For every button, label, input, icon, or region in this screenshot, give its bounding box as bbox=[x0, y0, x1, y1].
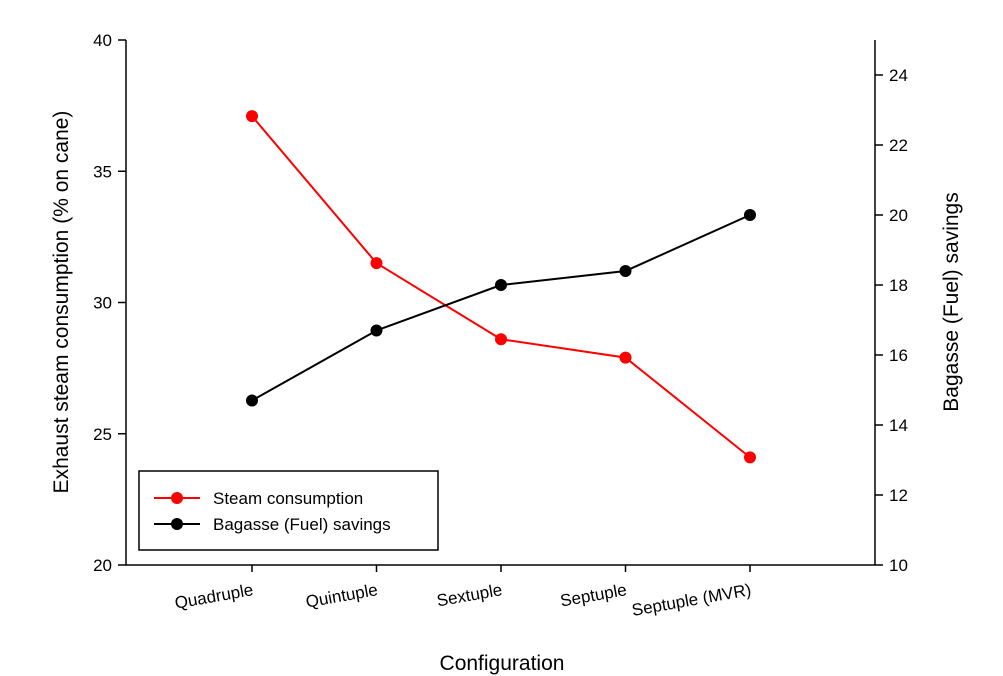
data-point bbox=[495, 279, 507, 291]
left-y-axis-title: Exhaust steam consumption (% on cane) bbox=[50, 111, 73, 494]
x-tick-label: Septuple (MVR) bbox=[630, 580, 752, 620]
x-tick-label: Quintuple bbox=[304, 580, 379, 611]
left-tick-label: 30 bbox=[93, 294, 112, 313]
x-tick-label: Septuple bbox=[559, 580, 628, 610]
right-tick-label: 14 bbox=[889, 416, 908, 435]
right-tick-label: 16 bbox=[889, 346, 908, 365]
legend: Steam consumption Bagasse (Fuel) savings bbox=[138, 470, 439, 551]
right-y-axis: 10 12 14 16 18 20 22 24 bbox=[875, 66, 908, 575]
left-tick-label: 40 bbox=[93, 31, 112, 50]
right-tick-label: 20 bbox=[889, 206, 908, 225]
x-tick-label: Quadruple bbox=[173, 580, 254, 612]
data-point bbox=[619, 351, 632, 364]
data-point bbox=[246, 394, 258, 407]
right-tick-label: 10 bbox=[889, 556, 908, 575]
data-point bbox=[744, 209, 756, 221]
right-y-axis-title: Bagasse (Fuel) savings bbox=[940, 192, 963, 411]
legend-box bbox=[138, 470, 439, 551]
data-point bbox=[370, 257, 383, 270]
right-tick-label: 18 bbox=[889, 276, 908, 295]
series-line bbox=[251, 214, 751, 402]
data-point bbox=[619, 265, 632, 277]
series-bagasse-savings bbox=[246, 209, 756, 407]
right-tick-label: 24 bbox=[889, 66, 908, 85]
x-tick-label: Sextuple bbox=[435, 580, 503, 610]
legend-swatch-bagasse-marker bbox=[171, 518, 183, 530]
series-steam-consumption bbox=[246, 110, 756, 464]
left-tick-label: 25 bbox=[93, 425, 112, 444]
left-tick-label: 35 bbox=[93, 162, 112, 181]
data-point bbox=[370, 324, 383, 337]
data-point bbox=[495, 333, 507, 346]
right-tick-label: 22 bbox=[889, 136, 908, 155]
data-point bbox=[246, 110, 258, 123]
left-tick-label: 20 bbox=[93, 556, 112, 575]
right-tick-label: 12 bbox=[889, 486, 908, 505]
legend-label-bagasse: Bagasse (Fuel) savings bbox=[213, 515, 391, 534]
series-layer bbox=[246, 110, 756, 464]
legend-swatch-steam-marker bbox=[171, 492, 183, 504]
x-axis-title: Configuration bbox=[440, 652, 565, 675]
left-y-axis: 20 25 30 35 40 bbox=[93, 31, 126, 575]
x-axis: Quadruple Quintuple Sextuple Septuple Septup… bbox=[173, 565, 753, 620]
data-point bbox=[744, 451, 756, 464]
legend-label-steam: Steam consumption bbox=[213, 489, 363, 508]
